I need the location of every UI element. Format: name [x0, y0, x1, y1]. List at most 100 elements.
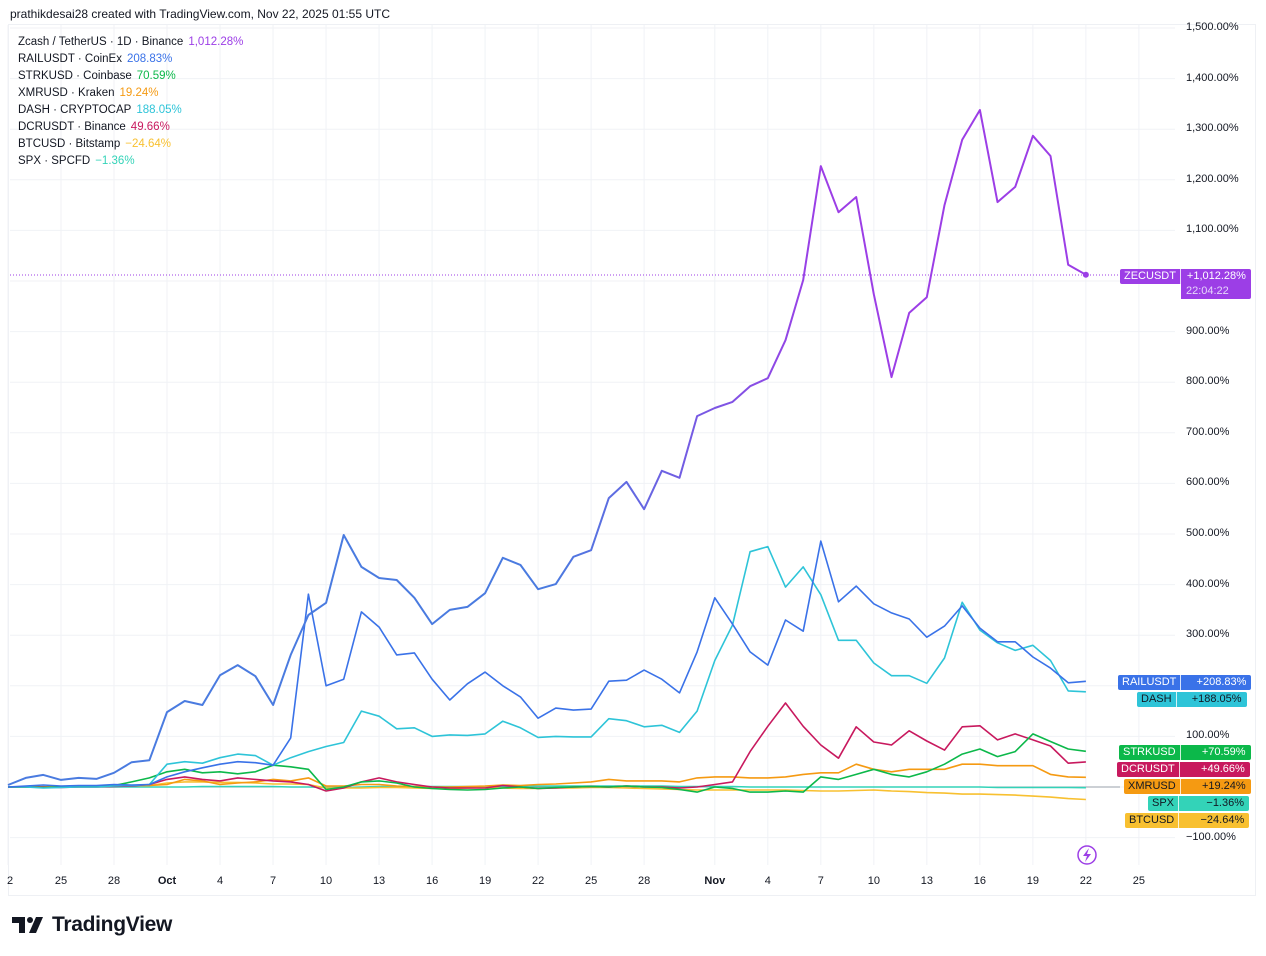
x-tick-label: 13	[920, 875, 933, 887]
y-tick-label: 1,200.00%	[1186, 172, 1239, 185]
y-tick-label: 400.00%	[1186, 577, 1230, 590]
x-tick-label: 4	[216, 875, 224, 887]
tradingview-logo[interactable]: TradingView	[12, 913, 172, 937]
price-tag-xmr: XMRUSD +19.24%	[1124, 779, 1251, 794]
price-tag-symbol: DASH	[1137, 692, 1177, 707]
price-tag-symbol: DCRUSDT	[1117, 762, 1180, 777]
legend-value: −24.64%	[125, 138, 171, 150]
price-tag-rail: RAILUSDT +208.83%	[1118, 675, 1252, 690]
legend-value: 1,012.28%	[188, 36, 244, 48]
series-line-xmr[interactable]	[8, 763, 1086, 788]
x-tick-label: 19	[478, 875, 492, 887]
x-tick-label: 16	[425, 875, 439, 887]
series-line-spx[interactable]	[8, 785, 1086, 789]
price-tag-symbol: BTCUSD	[1125, 813, 1180, 828]
x-tick-label: 28	[637, 875, 651, 887]
price-tag-value: +208.83%	[1181, 675, 1252, 690]
legend-item-btc[interactable]: BTCUSD · Bitstamp −24.64%	[18, 136, 243, 153]
legend-value: 49.66%	[130, 121, 170, 133]
x-tick-label: 19	[1026, 875, 1039, 887]
price-tag-btc: BTCUSD −24.64%	[1125, 813, 1250, 828]
price-tag-symbol: ZECUSDT	[1120, 269, 1181, 284]
price-tag-value: +1,012.28%	[1186, 270, 1246, 282]
series-line-dcr[interactable]	[8, 702, 1086, 792]
x-tick-label: Oct	[157, 875, 177, 887]
price-tag-symbol: SPX	[1148, 796, 1180, 811]
y-tick-label: 1,500.00%	[1186, 21, 1239, 33]
legend-label: XMRUSD · Kraken	[18, 87, 115, 99]
y-tick-label: 600.00%	[1186, 476, 1230, 489]
legend-label: STRKUSD · Coinbase	[18, 70, 132, 82]
x-tick-label: 7	[817, 875, 824, 887]
legend-value: 19.24%	[119, 87, 159, 99]
legend-value: 70.59%	[136, 70, 176, 82]
bar-countdown: 22:04:22	[1185, 285, 1229, 297]
price-tag-value: +19.24%	[1180, 779, 1251, 794]
price-tag-value: −1.36%	[1179, 796, 1250, 811]
price-tag-value: +188.05%	[1176, 692, 1247, 707]
legend: Zcash / TetherUS · 1D · Binance 1,012.28%…	[18, 34, 243, 170]
x-tick-label: 4	[764, 875, 771, 887]
legend-value: −1.36%	[95, 155, 135, 167]
x-tick-label: 22	[531, 875, 545, 887]
x-tick-label: 10	[867, 875, 880, 887]
legend-label: Zcash / TetherUS · 1D · Binance	[18, 36, 184, 48]
legend-value: 208.83%	[126, 53, 173, 65]
legend-item-zec[interactable]: Zcash / TetherUS · 1D · Binance 1,012.28%	[18, 34, 243, 51]
legend-label: DCRUSDT · Binance	[18, 121, 126, 133]
y-tick-label: 700.00%	[1186, 425, 1230, 438]
price-tag-spx: SPX −1.36%	[1148, 796, 1250, 811]
price-tag-dash: DASH +188.05%	[1137, 692, 1247, 707]
y-tick-label: 1,300.00%	[1186, 122, 1239, 135]
y-tick-label: 500.00%	[1186, 527, 1230, 539]
y-tick-label: 1,400.00%	[1186, 71, 1239, 84]
price-tag-symbol: RAILUSDT	[1118, 675, 1182, 690]
price-tag-zec: ZECUSDT +1,012.28% 22:04:22	[1120, 269, 1251, 299]
y-tick-label: 800.00%	[1186, 375, 1230, 388]
price-tag-strk: STRKUSD +70.59%	[1119, 745, 1251, 760]
y-tick-label: 100.00%	[1186, 729, 1230, 742]
legend-item-strk[interactable]: STRKUSD · Coinbase 70.59%	[18, 68, 243, 85]
x-tick-label: 22	[1079, 875, 1092, 887]
x-tick-label: Nov	[704, 875, 726, 887]
x-tick-label: 25	[54, 875, 68, 887]
x-tick-label: 10	[319, 875, 333, 887]
y-tick-label: 900.00%	[1186, 324, 1230, 337]
y-tick-label: 300.00%	[1186, 628, 1230, 641]
lightning-icon[interactable]	[1077, 845, 1097, 865]
x-tick-label: 7	[269, 875, 277, 887]
price-tag-value: −24.64%	[1179, 813, 1250, 828]
series-line-rail[interactable]	[7, 540, 1086, 788]
legend-label: BTCUSD · Bitstamp	[18, 138, 121, 150]
chart-attribution: prathikdesai28 created with TradingView.…	[10, 7, 390, 21]
x-tick-label: 28	[107, 875, 121, 887]
series-last-point-zec	[1082, 271, 1089, 278]
legend-item-spx[interactable]: SPX · SPCFD −1.36%	[18, 153, 243, 170]
tradingview-logo-icon	[12, 917, 43, 933]
legend-label: SPX · SPCFD	[18, 155, 91, 167]
x-tick-label: 13	[372, 875, 386, 887]
price-tag-symbol: XMRUSD	[1124, 779, 1181, 794]
price-tag-value: +70.59%	[1180, 745, 1251, 760]
legend-label: DASH · CRYPTOCAP	[18, 104, 132, 116]
y-tick-label: −100.00%	[1186, 830, 1236, 843]
legend-item-rail[interactable]: RAILUSDT · CoinEx 208.83%	[18, 51, 243, 68]
series-line-dash[interactable]	[8, 545, 1086, 789]
price-tag-dcr: DCRUSDT +49.66%	[1117, 762, 1250, 777]
series-line-zec[interactable]	[7, 109, 1087, 786]
legend-item-dash[interactable]: DASH · CRYPTOCAP 188.05%	[18, 102, 243, 119]
legend-item-xmr[interactable]: XMRUSD · Kraken 19.24%	[18, 85, 243, 102]
price-tag-value: +49.66%	[1179, 762, 1250, 777]
price-tag-symbol: STRKUSD	[1119, 745, 1181, 760]
y-tick-label: 1,100.00%	[1186, 223, 1239, 236]
legend-item-dcr[interactable]: DCRUSDT · Binance 49.66%	[18, 119, 243, 136]
series-line-strk[interactable]	[8, 733, 1087, 793]
legend-label: RAILUSDT · CoinEx	[18, 53, 122, 65]
x-tick-label: 25	[1132, 875, 1145, 887]
x-tick-label: 2	[6, 875, 14, 887]
x-tick-label: 16	[973, 875, 986, 887]
x-tick-label: 25	[584, 875, 598, 887]
logo-text: TradingView	[52, 913, 173, 936]
legend-value: 188.05%	[136, 104, 182, 116]
